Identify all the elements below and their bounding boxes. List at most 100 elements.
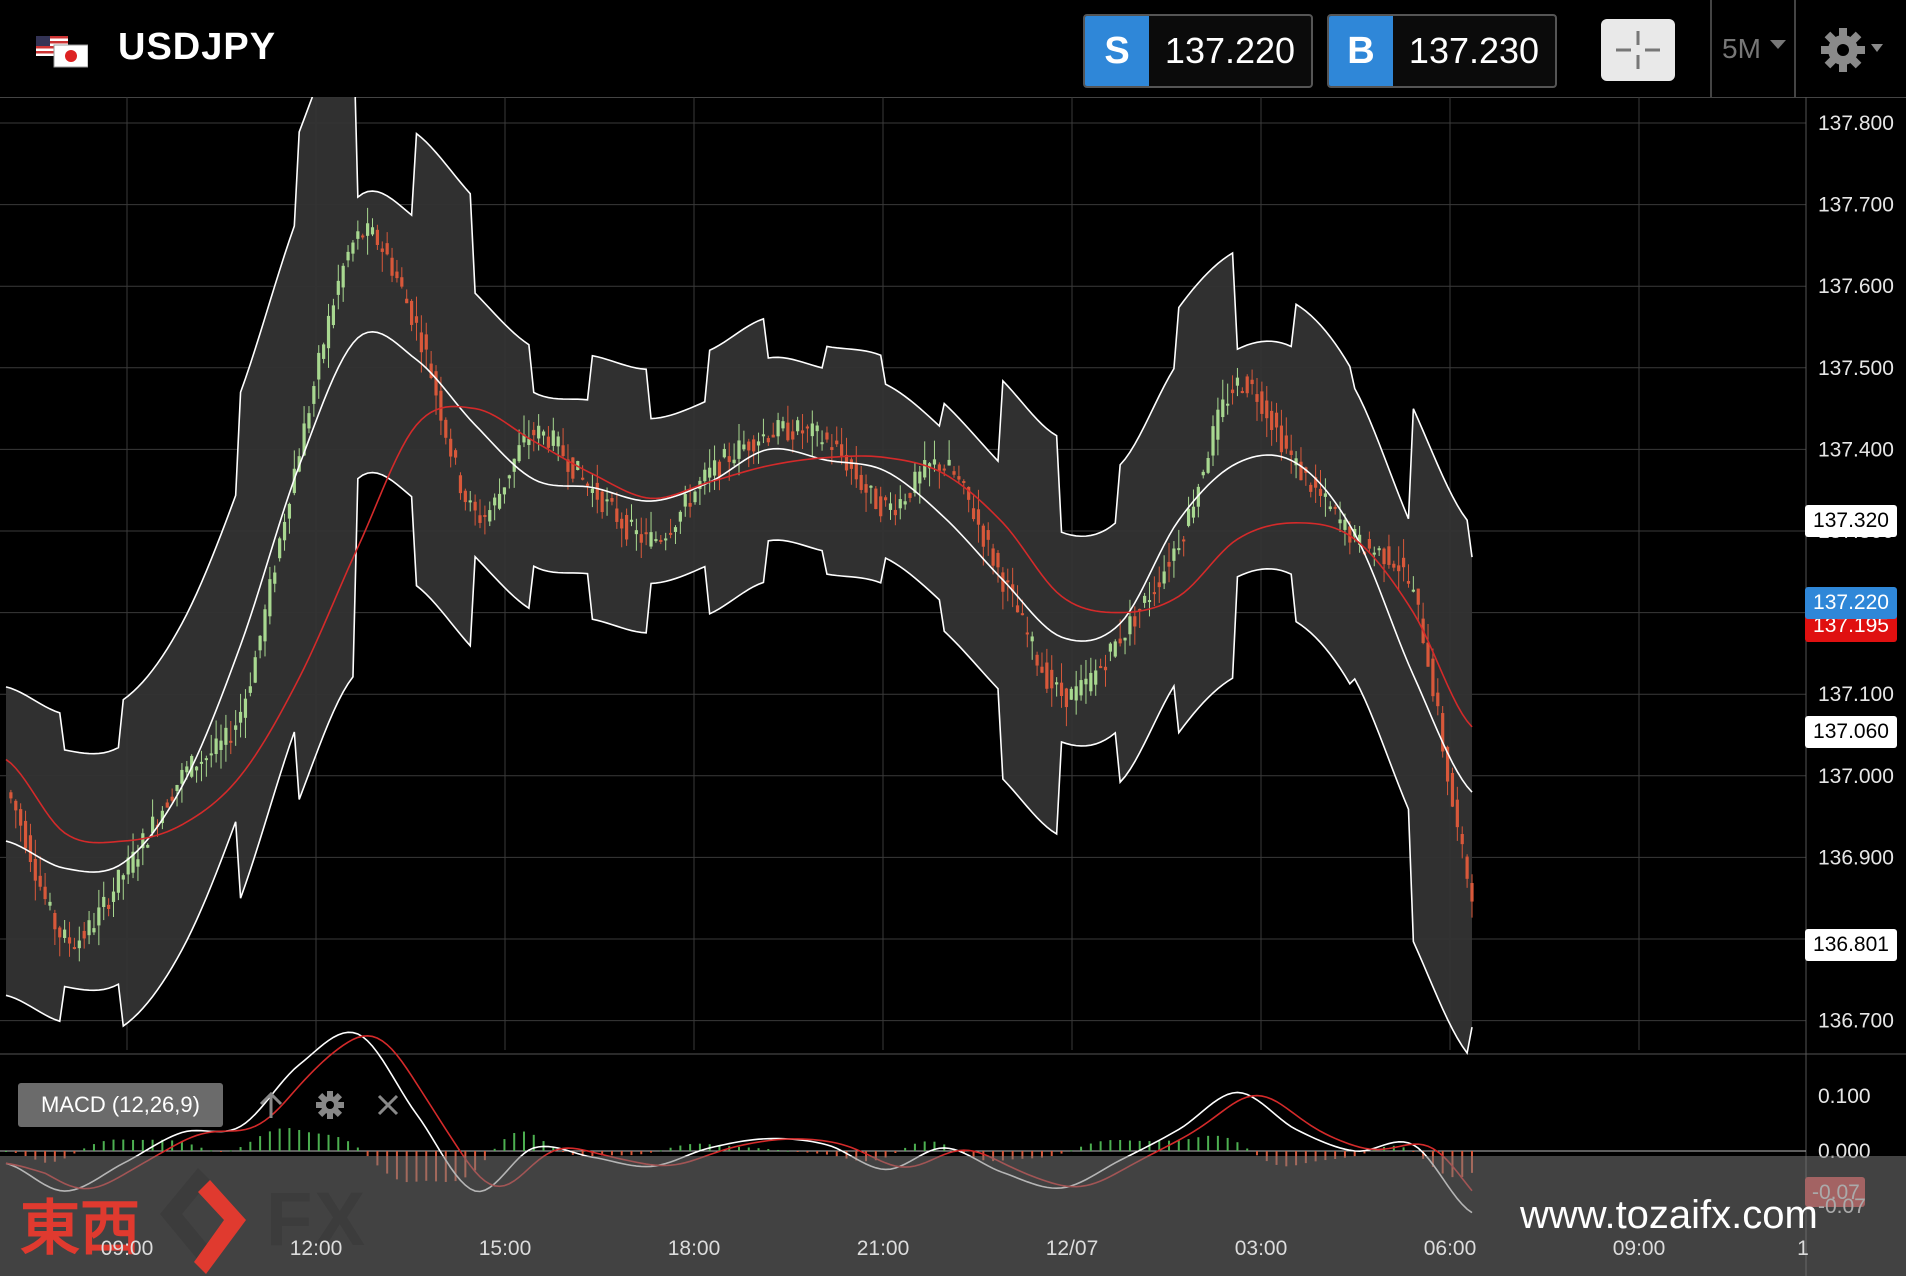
macd-histogram-bar: [63, 1151, 66, 1159]
macd-histogram-bar: [1412, 1151, 1415, 1152]
candle-body: [1094, 670, 1098, 685]
candle-body: [302, 423, 306, 456]
candle-body: [1401, 557, 1406, 568]
candle-body: [160, 810, 164, 824]
candle-body: [439, 390, 443, 421]
candle-body: [1470, 883, 1474, 902]
macd-histogram-bar: [718, 1145, 721, 1151]
candle-body: [1123, 637, 1127, 641]
macd-settings-button[interactable]: [313, 1086, 347, 1124]
candle-body: [219, 740, 223, 750]
candle-body: [796, 420, 800, 432]
candle-body: [390, 257, 394, 276]
candle-body: [918, 471, 922, 484]
watermark-band: [0, 1156, 1906, 1276]
candle-body: [1343, 519, 1347, 530]
candle-body: [326, 315, 331, 349]
settings-button[interactable]: [1815, 22, 1885, 78]
candle-body: [380, 248, 384, 252]
macd-histogram-bar: [552, 1147, 555, 1151]
candle-body: [1079, 680, 1083, 696]
macd-indicator-label[interactable]: MACD (12,26,9): [18, 1083, 223, 1127]
price-tick-label: 137.100: [1818, 683, 1894, 706]
macd-move-up-button[interactable]: [254, 1086, 288, 1124]
candle-body: [1250, 379, 1254, 385]
macd-histogram-bar: [268, 1131, 271, 1151]
macd-histogram-bar: [298, 1129, 301, 1151]
candle-body: [1045, 662, 1049, 689]
timeframe-dropdown[interactable]: 5M: [1710, 0, 1796, 97]
macd-histogram-bar: [1119, 1140, 1122, 1151]
candle-body: [331, 305, 336, 326]
candle-body: [263, 609, 267, 642]
candle-body: [116, 869, 120, 893]
candle-body: [175, 785, 179, 791]
candle-body: [541, 431, 546, 436]
candle-body: [1270, 410, 1274, 431]
candle-body: [170, 796, 174, 801]
candle-body: [927, 463, 932, 469]
candle-body: [136, 859, 140, 867]
candle-body: [683, 494, 687, 507]
candle-body: [668, 532, 673, 535]
macd-close-button[interactable]: [371, 1086, 405, 1124]
macd-histogram-bar: [347, 1141, 350, 1151]
candle-body: [238, 711, 243, 723]
candle-body: [43, 886, 47, 900]
bollinger-band-fill: [6, 97, 1472, 1053]
candle-body: [67, 937, 72, 944]
macd-histogram-bar: [1236, 1142, 1239, 1151]
symbol-title[interactable]: USDJPY: [118, 26, 277, 68]
macd-histogram-bar: [806, 1151, 809, 1153]
candle-body: [273, 572, 277, 584]
candle-body: [1050, 669, 1054, 689]
bb-lower-price-badge: 136.801: [1805, 929, 1897, 961]
candle-body: [312, 386, 316, 404]
candle-body: [1240, 391, 1244, 394]
candle-body: [532, 429, 536, 436]
candle-body: [180, 769, 184, 784]
time-tick-label: 03:00: [1234, 1237, 1288, 1260]
candle-body: [1025, 632, 1029, 635]
candle-body: [835, 440, 839, 445]
moving-average-line: [5, 405, 1473, 844]
candle-body: [1416, 588, 1420, 605]
candle-body: [1294, 458, 1298, 466]
macd-histogram-bar: [239, 1147, 242, 1151]
price-chart[interactable]: -0.07 137.800137.700137.600137.500137.40…: [0, 97, 1906, 1276]
macd-histogram-bar: [1138, 1140, 1141, 1151]
candle-body: [708, 467, 712, 478]
candle-body: [879, 496, 883, 517]
candle-body: [996, 552, 1000, 568]
candle-body: [937, 464, 941, 471]
candle-body: [1450, 773, 1455, 807]
macd-histogram-bar: [1343, 1151, 1346, 1158]
candle-body: [820, 442, 824, 445]
candle-body: [483, 514, 487, 517]
candle-body: [1099, 666, 1103, 669]
crosshair-button[interactable]: [1601, 19, 1675, 81]
macd-histogram-bar: [796, 1151, 799, 1152]
macd-histogram-bar: [1373, 1149, 1376, 1151]
candle-body: [600, 491, 604, 513]
candle-body: [1323, 493, 1327, 497]
candle-body: [214, 738, 218, 755]
macd-histogram-bar: [161, 1139, 164, 1151]
macd-histogram-bar: [1011, 1151, 1014, 1160]
candle-body: [1465, 856, 1469, 879]
candle-body: [1103, 666, 1108, 671]
candle-body: [864, 484, 868, 493]
sell-button[interactable]: S 137.220: [1083, 14, 1313, 88]
macd-histogram-bar: [757, 1148, 760, 1151]
macd-histogram-bar: [913, 1143, 916, 1151]
candle-body: [981, 525, 985, 547]
macd-histogram-bar: [513, 1133, 516, 1151]
price-axis: 137.800137.700137.600137.500137.400137.3…: [1818, 112, 1894, 1218]
macd-histogram-bar: [171, 1140, 174, 1151]
candle-body: [453, 450, 458, 458]
candle-body: [1338, 519, 1342, 524]
candle-body: [967, 486, 971, 500]
candle-body: [971, 508, 976, 520]
macd-histogram-bar: [356, 1147, 359, 1151]
buy-button[interactable]: B 137.230: [1327, 14, 1557, 88]
